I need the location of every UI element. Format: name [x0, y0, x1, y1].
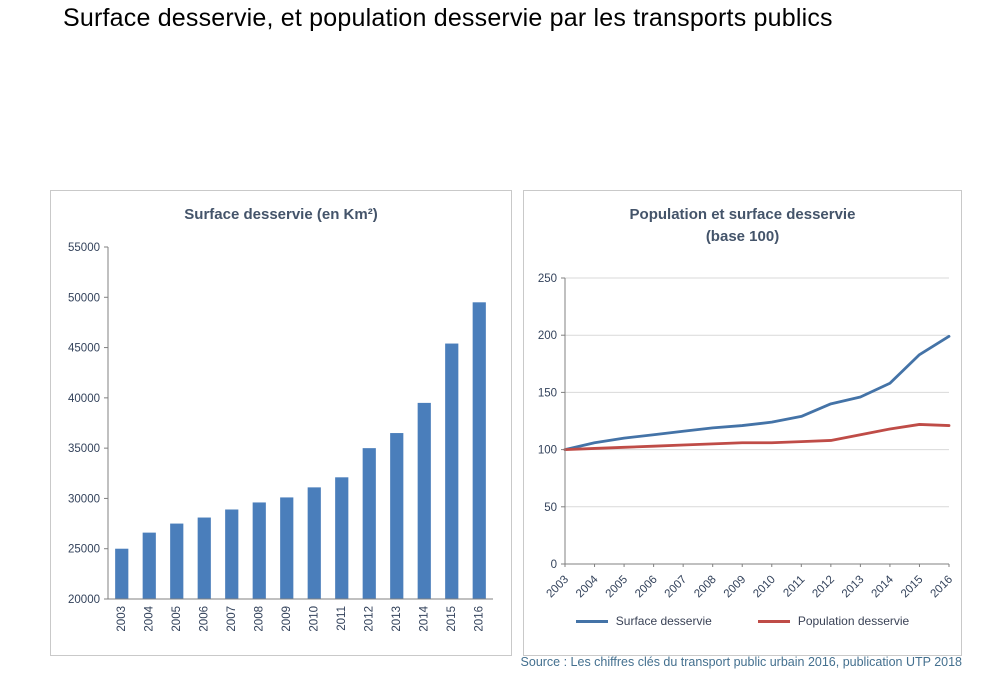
svg-text:2012: 2012: [363, 606, 375, 632]
svg-text:2004: 2004: [574, 573, 601, 600]
svg-text:2013: 2013: [840, 574, 867, 601]
svg-text:2011: 2011: [781, 574, 807, 600]
surface-bar-chart-panel: Surface desservie (en Km²) 20000 25000 300…: [50, 190, 512, 656]
legend-item-surface: Surface desservie: [575, 614, 712, 628]
line-chart-subtitle: (base 100): [705, 227, 780, 245]
svg-text:2016: 2016: [929, 574, 956, 601]
svg-text:2010: 2010: [308, 606, 320, 632]
svg-text:2005: 2005: [171, 606, 183, 632]
svg-text:2015: 2015: [446, 606, 458, 632]
svg-text:40000: 40000: [68, 392, 100, 404]
svg-text:2006: 2006: [198, 606, 210, 632]
svg-text:2009: 2009: [281, 606, 293, 632]
svg-text:50000: 50000: [68, 292, 100, 304]
legend-item-population: Population desservie: [757, 614, 910, 628]
svg-text:0: 0: [551, 559, 557, 571]
svg-text:2012: 2012: [810, 574, 837, 601]
svg-text:2014: 2014: [418, 605, 430, 631]
page-title: Surface desservie, et population desserv…: [63, 4, 833, 32]
source-caption: Source : Les chiffres clés du transport …: [520, 655, 962, 669]
svg-text:2005: 2005: [604, 574, 631, 601]
svg-text:2008: 2008: [692, 574, 719, 601]
svg-text:2011: 2011: [336, 606, 348, 631]
svg-text:30000: 30000: [68, 493, 100, 505]
svg-text:2014: 2014: [869, 573, 896, 600]
svg-text:2015: 2015: [899, 574, 926, 601]
legend-line-red-icon: [757, 619, 790, 623]
svg-text:2009: 2009: [722, 574, 749, 601]
line-chart-title: Population et surface desservie: [629, 206, 856, 223]
svg-text:45000: 45000: [68, 342, 100, 354]
svg-text:2007: 2007: [226, 606, 238, 632]
svg-text:25000: 25000: [68, 543, 100, 555]
legend-line-blue-icon: [575, 619, 608, 623]
svg-text:2013: 2013: [391, 606, 403, 632]
svg-text:2004: 2004: [143, 605, 155, 631]
svg-text:20000: 20000: [68, 594, 100, 606]
svg-text:150: 150: [538, 387, 557, 399]
svg-text:55000: 55000: [68, 242, 100, 254]
chart-legend: Surface desservie Population desservie: [524, 614, 961, 628]
svg-text:2003: 2003: [545, 574, 572, 601]
svg-text:2016: 2016: [473, 606, 485, 632]
svg-text:50: 50: [544, 502, 557, 514]
svg-text:35000: 35000: [68, 443, 100, 455]
legend-label-surface: Surface desservie: [615, 614, 712, 628]
bar-chart-title: Surface desservie (en Km²): [184, 206, 378, 223]
svg-text:2003: 2003: [116, 606, 128, 632]
svg-text:2006: 2006: [633, 574, 660, 601]
surface-bar-chart: 20000 25000 30000 35000 40000 45000 50000 55000…: [68, 242, 493, 632]
population-line-chart-panel: Population et surface desservie (base 10…: [523, 190, 962, 656]
svg-text:250: 250: [538, 273, 557, 285]
svg-text:2010: 2010: [751, 574, 778, 601]
svg-text:2008: 2008: [253, 606, 265, 632]
legend-label-population: Population desservie: [797, 614, 910, 628]
svg-text:200: 200: [538, 330, 557, 342]
svg-text:100: 100: [538, 445, 557, 457]
svg-text:2007: 2007: [663, 574, 690, 601]
